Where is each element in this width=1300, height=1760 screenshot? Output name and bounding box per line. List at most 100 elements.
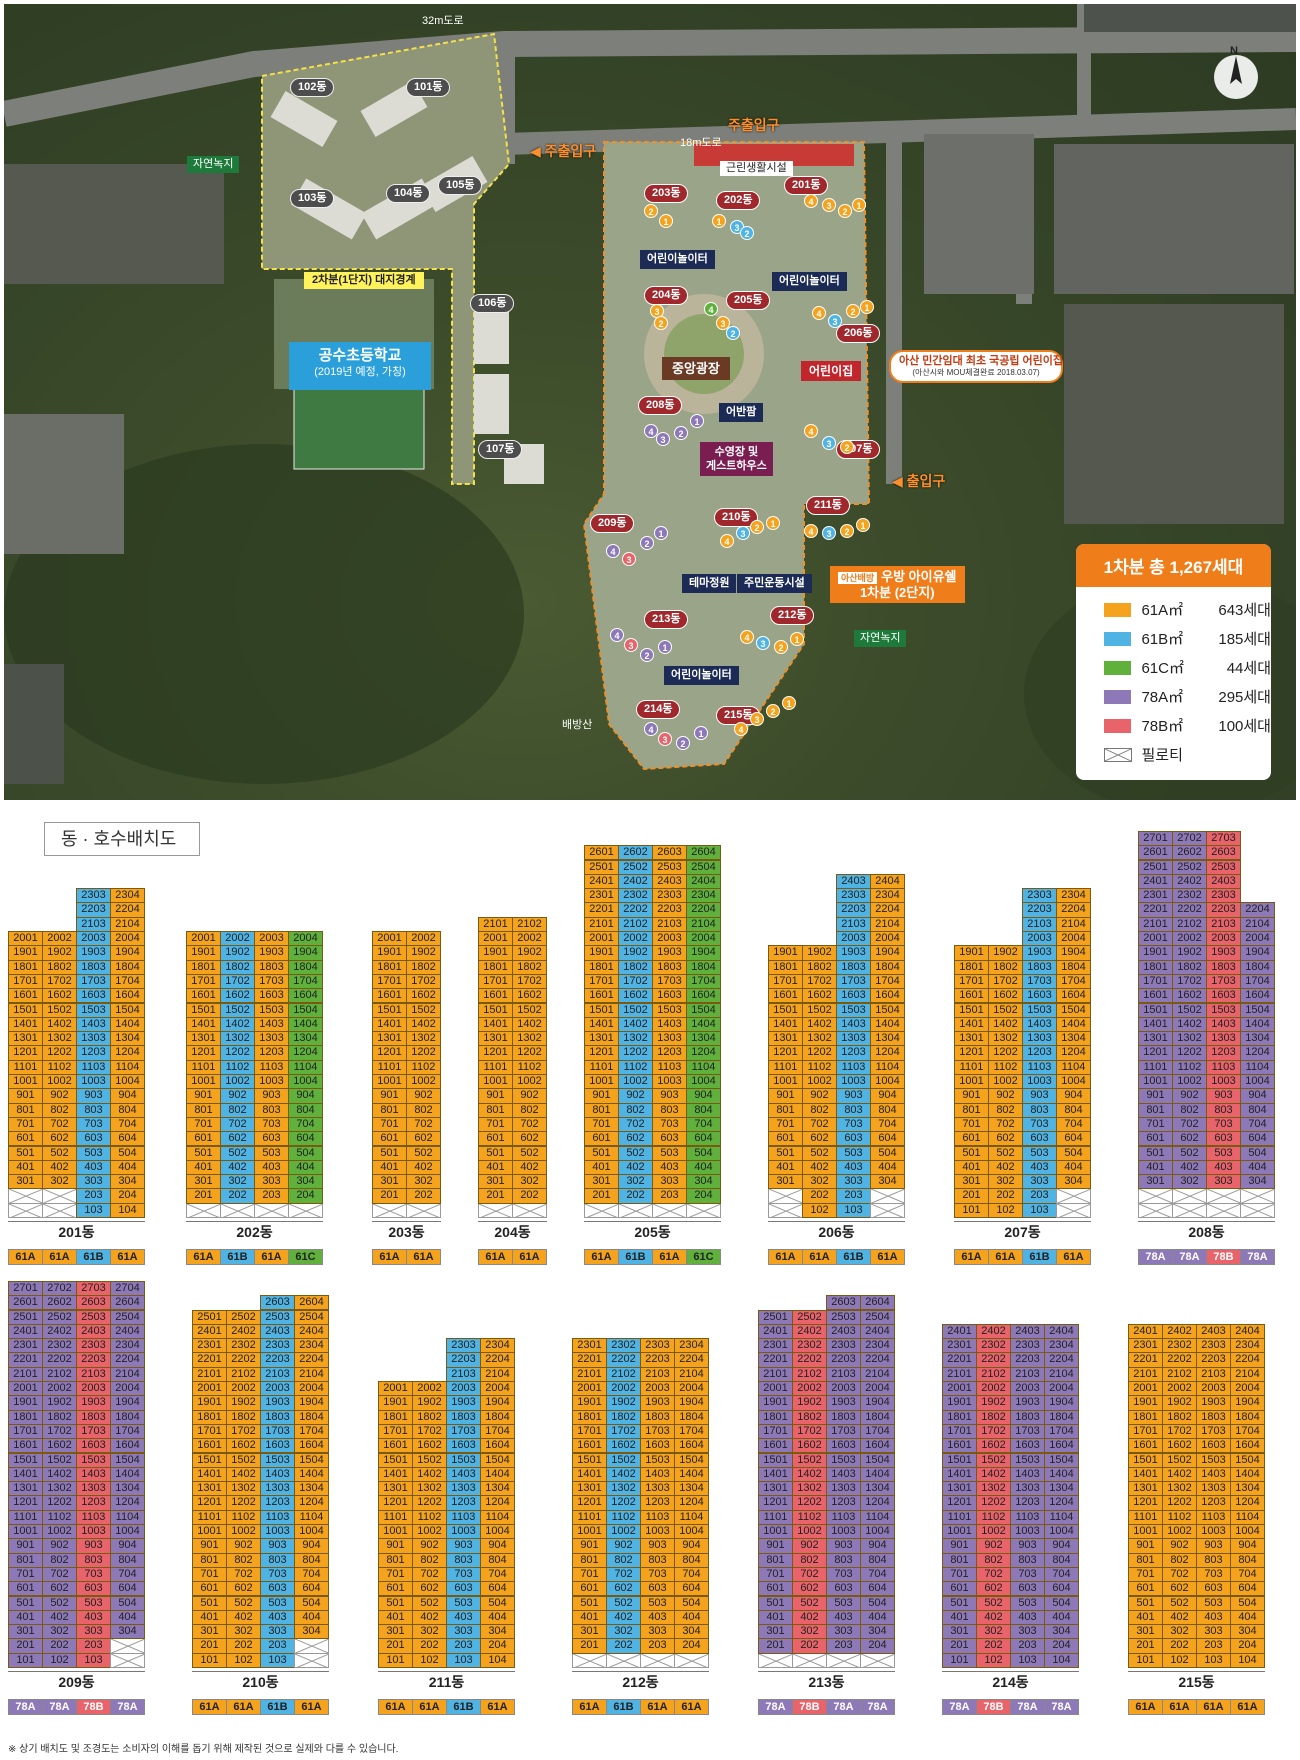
unit-cell: 1403 (260, 1466, 295, 1483)
unit-cell: 1602 (42, 988, 77, 1004)
unit-cell: 402 (226, 1609, 261, 1626)
unit-cell: 402 (606, 1609, 641, 1626)
unit-cell: 402 (1162, 1609, 1197, 1626)
unit-cell: 2104 (110, 916, 145, 932)
unit-cell: 802 (1172, 1102, 1207, 1118)
unit-cell: 1303 (826, 1481, 861, 1497)
unit-cell: 1302 (42, 1031, 77, 1047)
project-tag: 아산배방 우방 아이유쉘 1차분 (2단지) (830, 566, 965, 603)
unit-cell: 2302 (792, 1338, 827, 1354)
unit-cell: 1703 (640, 1423, 675, 1440)
legend: 1차분 총 1,267세대 61A㎡ 643세대 61B㎡ 185세대 61C㎡ 44세대… (1076, 544, 1271, 780)
unit-cell: 1202 (42, 1045, 77, 1061)
unit-cell: 103 (76, 1652, 111, 1668)
unit-cell: 101 (1128, 1652, 1163, 1668)
unit-type-tag: 61A (406, 1249, 441, 1265)
unit-cell: 2402 (792, 1323, 827, 1340)
unit-cell: 1601 (372, 988, 407, 1004)
unit-cell: 701 (758, 1566, 793, 1583)
unit-cell: 2003 (652, 931, 687, 947)
unit-cell: 2204 (294, 1352, 329, 1368)
unit-cell: 1504 (294, 1452, 329, 1468)
unit-cell: 2404 (110, 1323, 145, 1340)
unit-cell: 402 (792, 1609, 827, 1626)
unit-cell: 503 (836, 1145, 871, 1161)
unit-cell: 604 (1056, 1131, 1091, 1147)
unit-cell: 903 (836, 1088, 871, 1104)
unit-cell: 2301 (758, 1338, 793, 1354)
unit-cell: 902 (792, 1538, 827, 1554)
project-phase: 1차분 (2단지) (859, 585, 935, 600)
project-tag-label: 아산배방 (838, 572, 878, 584)
unit-cell: 503 (260, 1595, 295, 1611)
unit-cell: 804 (480, 1552, 515, 1568)
unit-cell: 904 (1240, 1088, 1275, 1104)
unit-cell: 904 (686, 1088, 721, 1104)
unit-cell: 1101 (8, 1509, 43, 1525)
unit-cell: 304 (1240, 1174, 1275, 1190)
unit-cell: 202 (512, 1188, 547, 1204)
unit-cell: 2701 (1138, 830, 1173, 847)
unit-cell: 2001 (572, 1381, 607, 1397)
unit-cell: 302 (512, 1174, 547, 1190)
unit-type-dot: 1 (790, 632, 804, 646)
unit-cell: 1602 (220, 988, 255, 1004)
legend-name: 61A㎡ (1141, 602, 1184, 619)
central-plaza-label: 중앙광장 (662, 357, 730, 380)
unit-cell: 601 (192, 1581, 227, 1597)
unit-cell: 1201 (584, 1045, 619, 1061)
unit-cell: 1302 (406, 1031, 441, 1047)
unit-cell: 1402 (606, 1466, 641, 1483)
unit-cell: 2402 (1162, 1323, 1197, 1340)
unit-cell: 1703 (254, 973, 289, 990)
unit-cell: 903 (76, 1538, 111, 1554)
unit-cell: 104 (1230, 1652, 1265, 1668)
unit-cell: 1403 (76, 1016, 111, 1033)
unit-cell: 901 (372, 1088, 407, 1104)
unit-cell: 1904 (110, 945, 145, 961)
map-dong-209동: 209동 (590, 514, 635, 533)
unit-cell: 2004 (870, 931, 905, 947)
unit-cell: 1902 (226, 1395, 261, 1411)
pilotis-cell (1240, 1188, 1276, 1205)
unit-cell: 2203 (1196, 1352, 1231, 1368)
unit-type-dot: 3 (822, 436, 836, 450)
unit-cell: 804 (1240, 1102, 1275, 1118)
unit-cell: 403 (76, 1159, 111, 1176)
unit-cell: 604 (1044, 1581, 1079, 1597)
unit-cell: 1601 (8, 1438, 43, 1454)
unit-cell: 1703 (260, 1423, 295, 1440)
unit-cell: 2103 (1022, 916, 1057, 932)
unit-cell: 1003 (1022, 1074, 1057, 1090)
unit-cell: 1903 (254, 945, 289, 961)
unit-cell: 802 (988, 1102, 1023, 1118)
map-dong-107동: 107동 (478, 440, 523, 459)
unit-cell: 1401 (758, 1466, 793, 1483)
unit-cell: 2303 (1010, 1338, 1045, 1354)
unit-cell: 1204 (288, 1045, 323, 1061)
unit-cell: 202 (792, 1638, 827, 1654)
unit-cell: 2103 (76, 916, 111, 932)
unit-cell: 1104 (1056, 1059, 1091, 1075)
unit-cell: 1504 (1056, 1002, 1091, 1018)
unit-cell: 403 (1022, 1159, 1057, 1176)
unit-type-dot: 3 (622, 552, 636, 566)
unit-cell: 1201 (378, 1495, 413, 1511)
unit-cell: 603 (254, 1131, 289, 1147)
unit-cell: 2204 (1240, 902, 1275, 918)
unit-cell: 601 (954, 1131, 989, 1147)
unit-cell: 501 (954, 1145, 989, 1161)
unit-cell: 2104 (294, 1366, 329, 1382)
unit-cell: 401 (8, 1159, 43, 1176)
unit-cell: 603 (446, 1581, 481, 1597)
unit-cell: 303 (1206, 1174, 1241, 1190)
unit-cell: 1503 (836, 1002, 871, 1018)
unit-cell: 1501 (186, 1002, 221, 1018)
unit-cell: 1902 (792, 1395, 827, 1411)
unit-cell: 504 (686, 1145, 721, 1161)
unit-cell: 104 (1044, 1652, 1079, 1668)
unit-cell: 901 (954, 1088, 989, 1104)
unit-cell: 1801 (372, 959, 407, 975)
unit-type-tag: 61A (988, 1249, 1023, 1265)
unit-cell: 301 (8, 1174, 43, 1190)
